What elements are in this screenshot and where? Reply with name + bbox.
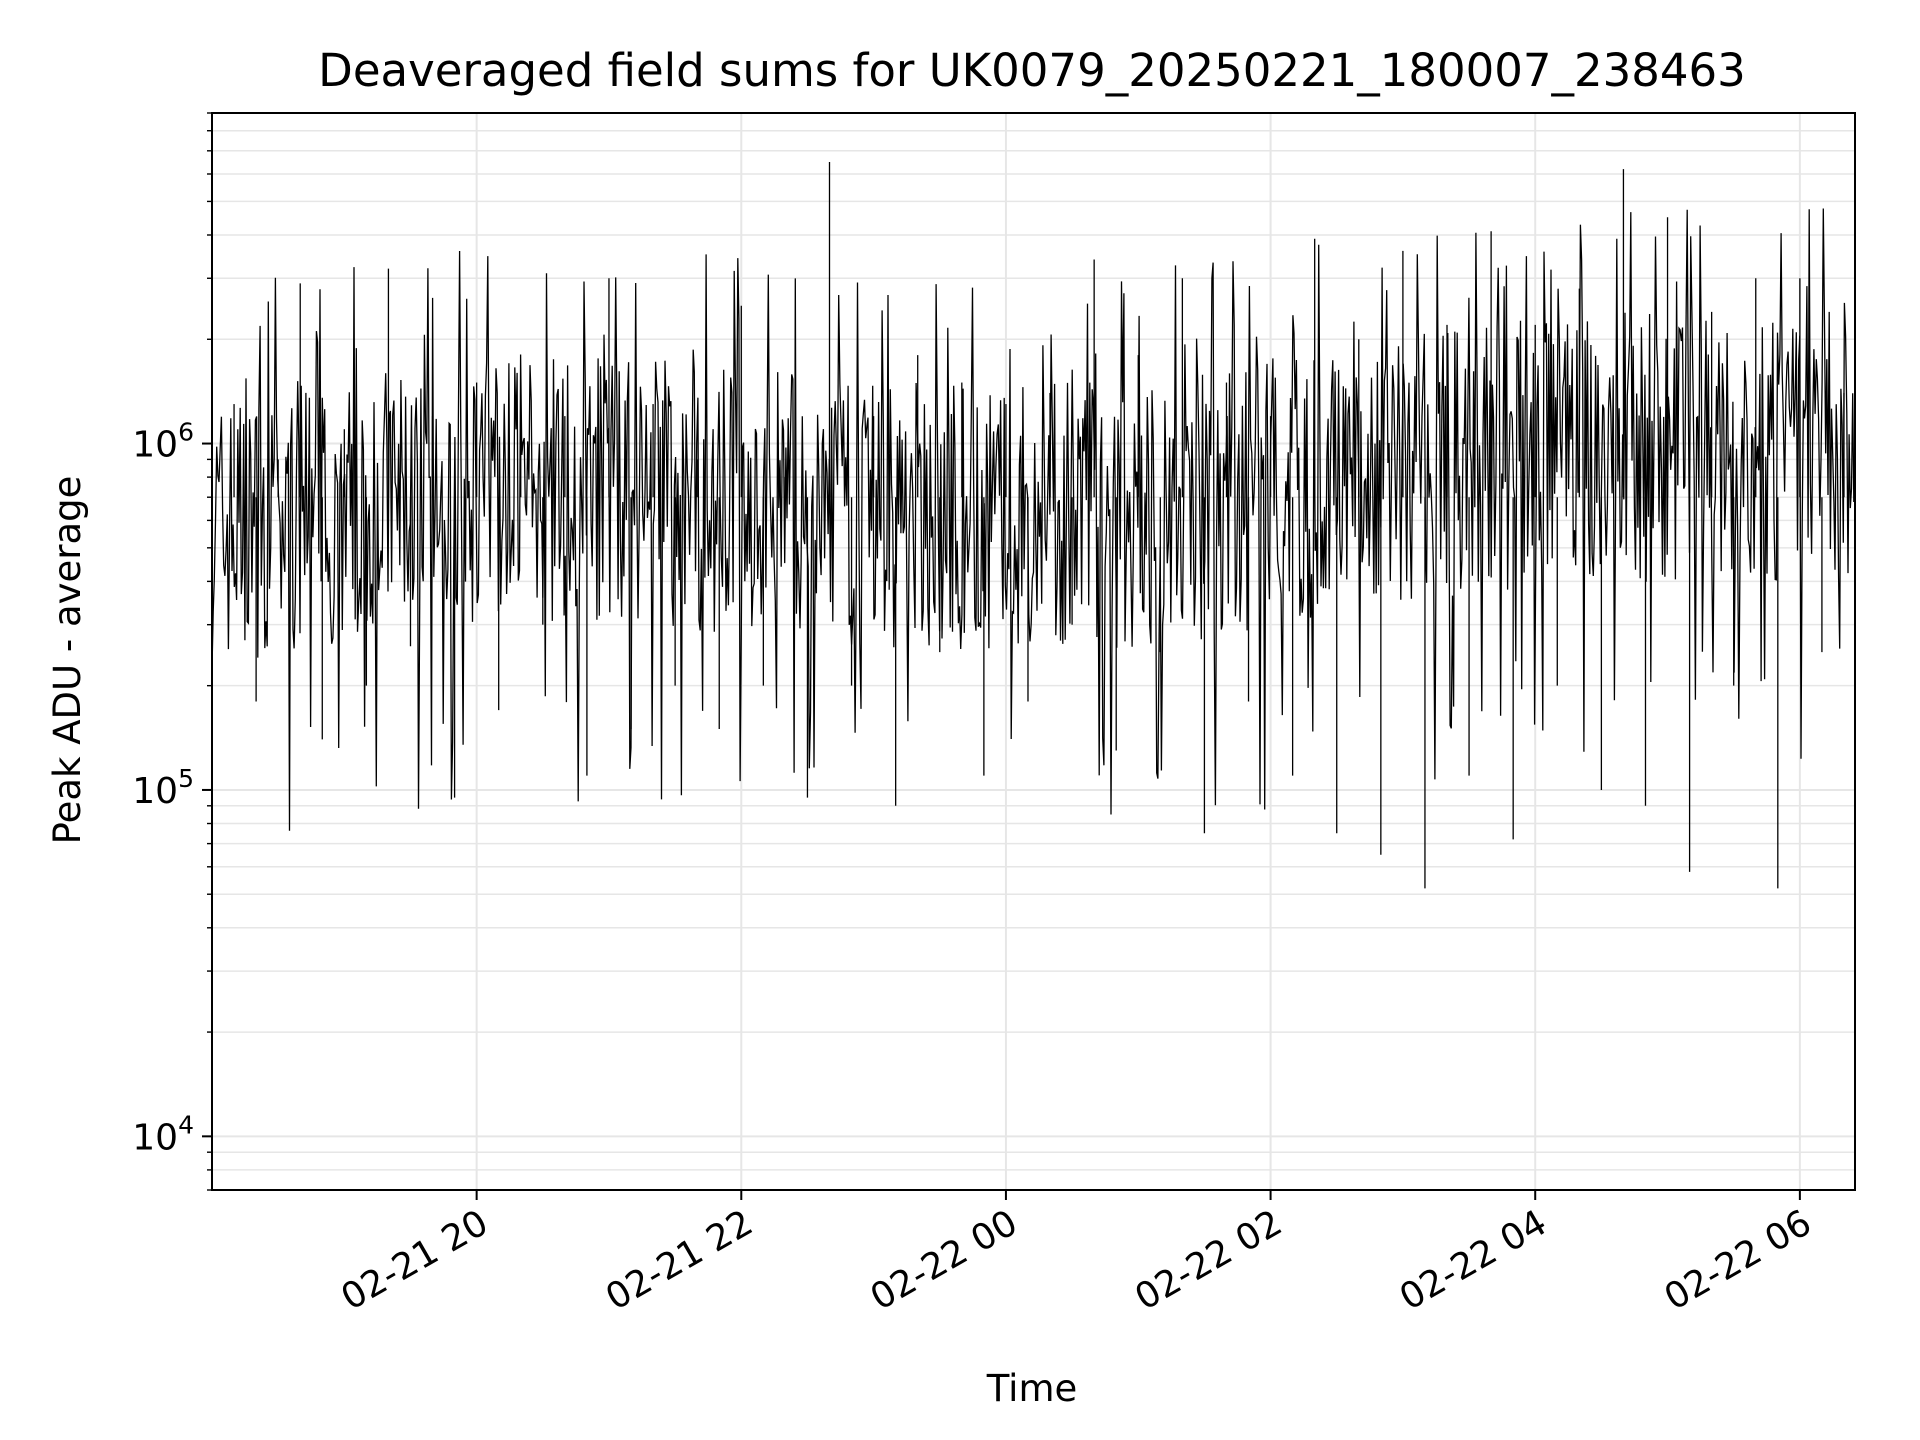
y-tick-label: 106 <box>132 418 194 466</box>
y-tick-label: 104 <box>132 1110 194 1158</box>
series-line <box>211 208 1856 831</box>
y-axis-label: Peak ADU - average <box>46 476 89 845</box>
chart-title: Deaveraged field sums for UK0079_2025022… <box>318 44 1746 97</box>
x-axis-label: Time <box>986 1367 1078 1410</box>
plot-frame <box>211 112 1856 1191</box>
y-tick-label: 105 <box>132 764 194 812</box>
plot-area <box>211 161 1856 889</box>
